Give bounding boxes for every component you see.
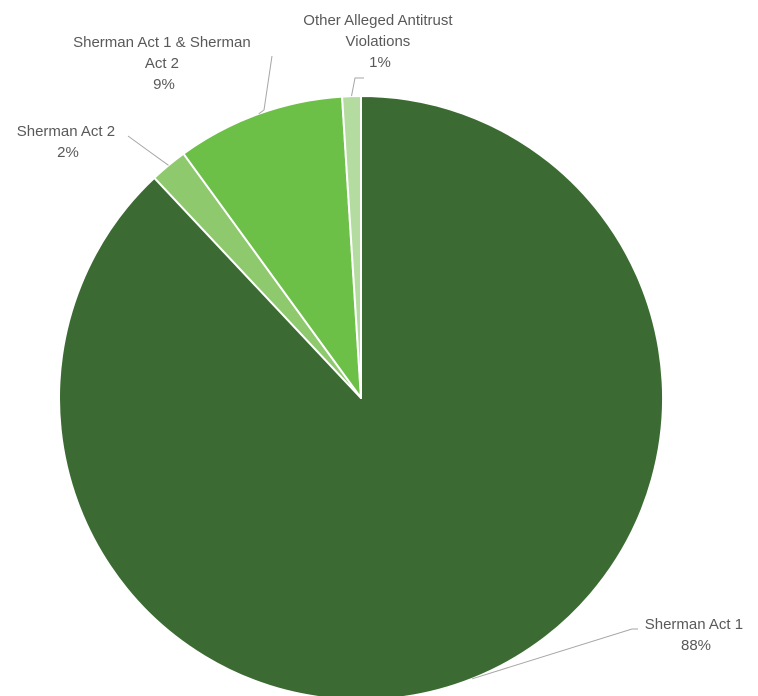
leader-line-sherman-act-1-and-sherman-act-2 — [258, 55, 273, 115]
data-label-other-violations-value: 1% — [369, 54, 391, 71]
data-label-sherman-act-2: Sherman Act 2 2% — [17, 123, 120, 161]
data-label-sherman-act-2-name: Sherman Act 2 — [17, 123, 115, 140]
data-label-sherman-act-1: Sherman Act 1 88% — [645, 616, 748, 654]
data-label-sherman-act-1-value: 88% — [681, 637, 711, 654]
data-label-other-violations-line1: Other Alleged Antitrust — [303, 12, 453, 29]
pie-slice-other-alleged-antitrust-violations — [341, 95, 362, 399]
leader-line-sherman-act-2 — [127, 135, 169, 166]
leader-line-other-alleged-antitrust-violations — [351, 77, 364, 97]
data-label-sherman-act-2-value: 2% — [57, 144, 79, 161]
data-label-sherman-act-1-and-2-line2: Act 2 — [145, 55, 179, 72]
data-label-sherman-act-1-and-2-line1: Sherman Act 1 & Sherman — [73, 34, 251, 51]
data-label-sherman-act-1-and-2-value: 9% — [153, 76, 175, 93]
leader-line-sherman-act-1 — [472, 628, 638, 680]
data-label-sherman-act-1-and-2: Sherman Act 1 & Sherman Act 2 9% — [73, 34, 255, 93]
data-label-other-violations: Other Alleged Antitrust Violations 1% — [303, 12, 456, 71]
data-labels: Sherman Act 1 88% Sherman Act 2 2% Sherm… — [17, 12, 748, 654]
data-label-other-violations-line2: Violations — [346, 33, 411, 50]
data-label-sherman-act-1-name: Sherman Act 1 — [645, 616, 743, 633]
leader-lines — [127, 55, 638, 680]
pie-slices — [58, 95, 665, 696]
